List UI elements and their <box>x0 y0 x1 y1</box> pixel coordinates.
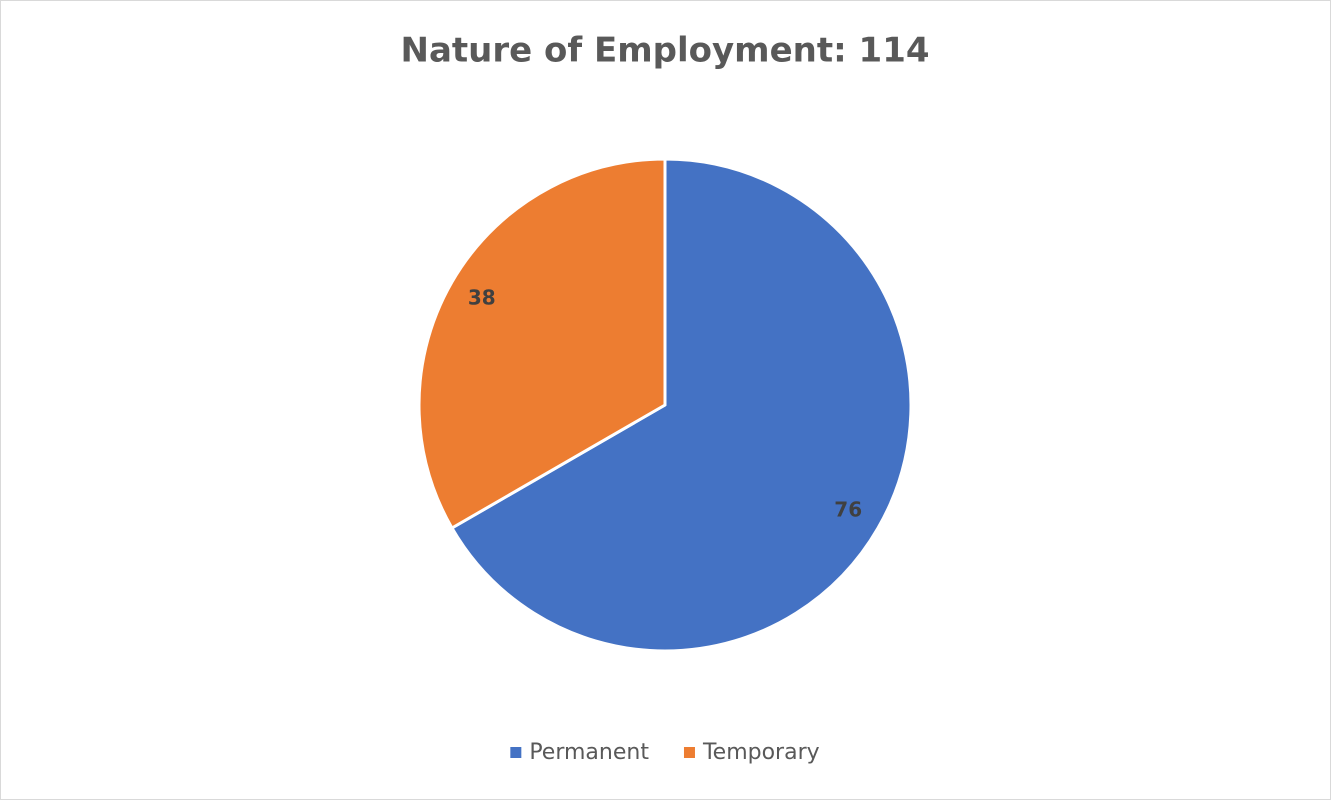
data-label: 38 <box>468 286 496 310</box>
chart-title: Nature of Employment: 114 <box>400 31 929 71</box>
legend-label: Temporary <box>702 740 820 765</box>
data-label: 76 <box>834 497 862 521</box>
legend-label: Permanent <box>529 740 649 765</box>
pie-slice <box>450 157 913 653</box>
legend-swatch <box>510 747 522 758</box>
legend-swatch <box>683 747 695 758</box>
pie-slice <box>417 157 667 530</box>
